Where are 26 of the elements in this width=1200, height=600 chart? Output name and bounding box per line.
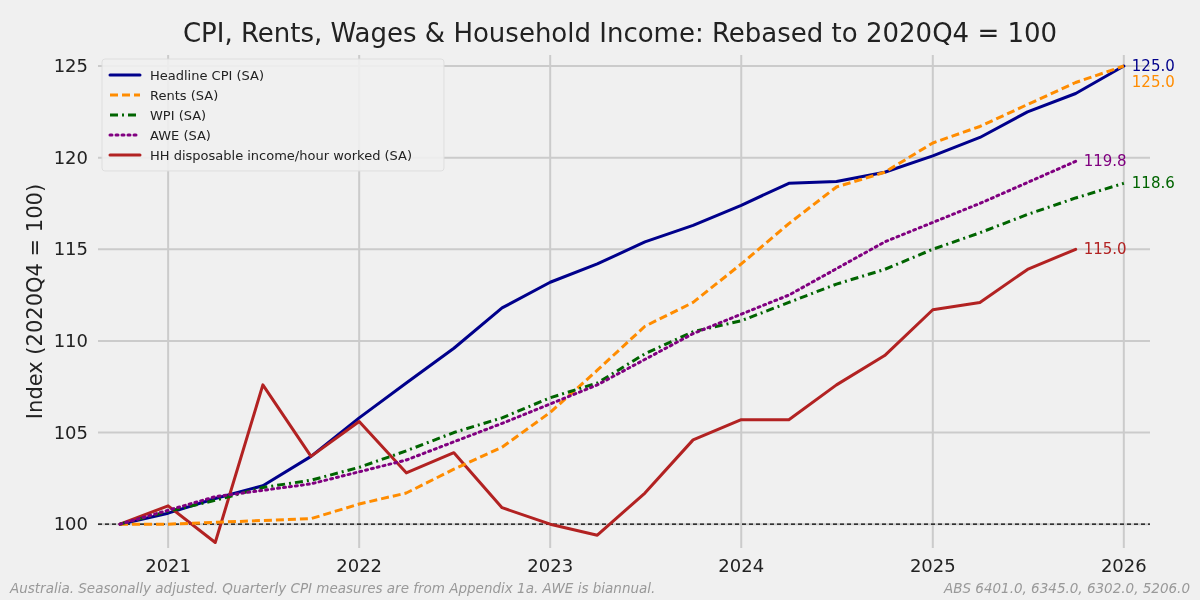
- y-tick-label: 100: [53, 513, 88, 535]
- text: Australia. Seasonally adjusted. Quarterly CPI measures are from Appendix 1a. AWE is biannual.: [9, 580, 656, 596]
- y-tick-label: 125: [53, 55, 88, 76]
- legend-label: AWE (SA): [150, 128, 211, 143]
- x-tick-label: 2024: [718, 555, 765, 576]
- chart-title: CPI, Rents, Wages & Household Income: Rebased to 2020Q4 = 100: [182, 18, 1058, 48]
- legend-label: HH disposable income/hour worked (SA): [150, 148, 413, 163]
- data-label: 118.6: [1131, 174, 1175, 193]
- data-label: 119.8: [1083, 152, 1127, 171]
- data-label: 125.0: [1131, 57, 1175, 75]
- legend-label: Headline CPI (SA): [150, 68, 264, 83]
- x-tick-label: 2026: [1100, 555, 1147, 576]
- y-tick-label: 115: [53, 238, 88, 260]
- y-axis-title: Index (2020Q4 = 100): [23, 183, 47, 420]
- y-tick-label: 120: [53, 146, 88, 168]
- legend-label: Rents (SA): [150, 88, 219, 103]
- y-tick-label: 105: [53, 421, 88, 443]
- x-tick-label: 2022: [336, 555, 383, 576]
- x-tick-label: 2023: [527, 555, 574, 576]
- y-tick-label: 110: [53, 329, 88, 351]
- x-tick-label: 2025: [909, 555, 956, 576]
- legend-label: WPI (SA): [150, 108, 207, 123]
- x-tick-label: 2021: [145, 555, 192, 576]
- data-label: 115.0: [1083, 240, 1127, 259]
- data-label: 125.0: [1131, 73, 1175, 91]
- text: ABS 6401.0, 6345.0, 6302.0, 5206.0: [942, 580, 1190, 596]
